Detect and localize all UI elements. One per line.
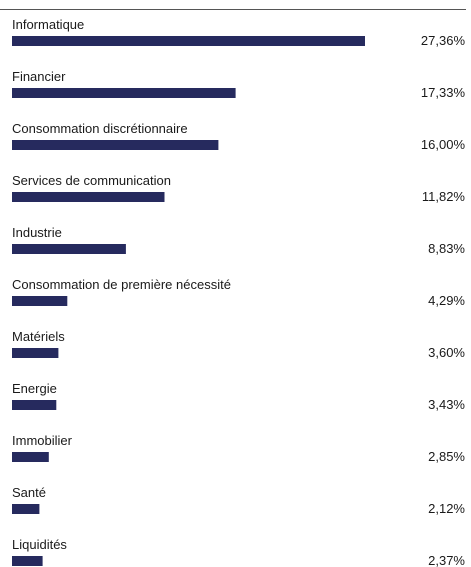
category-label: Santé <box>12 485 46 500</box>
value-label: 11,82% <box>422 189 466 204</box>
value-label: 3,43% <box>428 397 465 412</box>
category-label: Financier <box>12 69 66 84</box>
bar-row: Services de communication 11,82% <box>12 173 465 204</box>
value-label: 8,83% <box>428 241 465 256</box>
category-label: Consommation discrétionnaire <box>12 121 188 136</box>
bar <box>12 36 365 46</box>
bar-row: Consommation de première nécessité 4,29% <box>12 277 465 308</box>
bar <box>12 296 68 306</box>
value-label: 4,29% <box>428 293 465 308</box>
category-label: Consommation de première nécessité <box>12 277 231 292</box>
bar-row: Santé 2,12% <box>12 485 465 516</box>
bar <box>12 192 165 202</box>
category-label: Immobilier <box>12 433 73 448</box>
bar-row: Financier 17,33% <box>12 69 465 100</box>
category-label: Industrie <box>12 225 62 240</box>
bar-row: Liquidités 2,37% <box>12 537 465 567</box>
value-label: 16,00% <box>421 137 466 152</box>
chart-rows: Informatique 27,36% Financier 17,33% Consomm… <box>12 17 465 567</box>
category-label: Services de communication <box>12 173 171 188</box>
bar-row: Matériels 3,60% <box>12 329 465 360</box>
value-label: 2,85% <box>428 449 465 464</box>
bar-row: Energie 3,43% <box>12 381 465 412</box>
bar <box>12 140 219 150</box>
bar <box>12 348 59 358</box>
value-label: 3,60% <box>428 345 465 360</box>
bar <box>12 244 126 254</box>
bar-row: Immobilier 2,85% <box>12 433 465 464</box>
bar-row: Informatique 27,36% <box>12 17 465 48</box>
bar <box>12 452 49 462</box>
bar <box>12 400 57 410</box>
value-label: 17,33% <box>421 85 466 100</box>
value-label: 27,36% <box>421 33 466 48</box>
bar <box>12 504 40 514</box>
category-label: Liquidités <box>12 537 67 552</box>
category-label: Informatique <box>12 17 84 32</box>
value-label: 2,12% <box>428 501 465 516</box>
top-divider <box>0 9 466 10</box>
bar-row: Consommation discrétionnaire 16,00% <box>12 121 465 152</box>
bar-row: Industrie 8,83% <box>12 225 465 256</box>
bar <box>12 556 43 566</box>
category-label: Energie <box>12 381 57 396</box>
category-label: Matériels <box>12 329 65 344</box>
value-label: 2,37% <box>428 553 465 567</box>
bar <box>12 88 236 98</box>
